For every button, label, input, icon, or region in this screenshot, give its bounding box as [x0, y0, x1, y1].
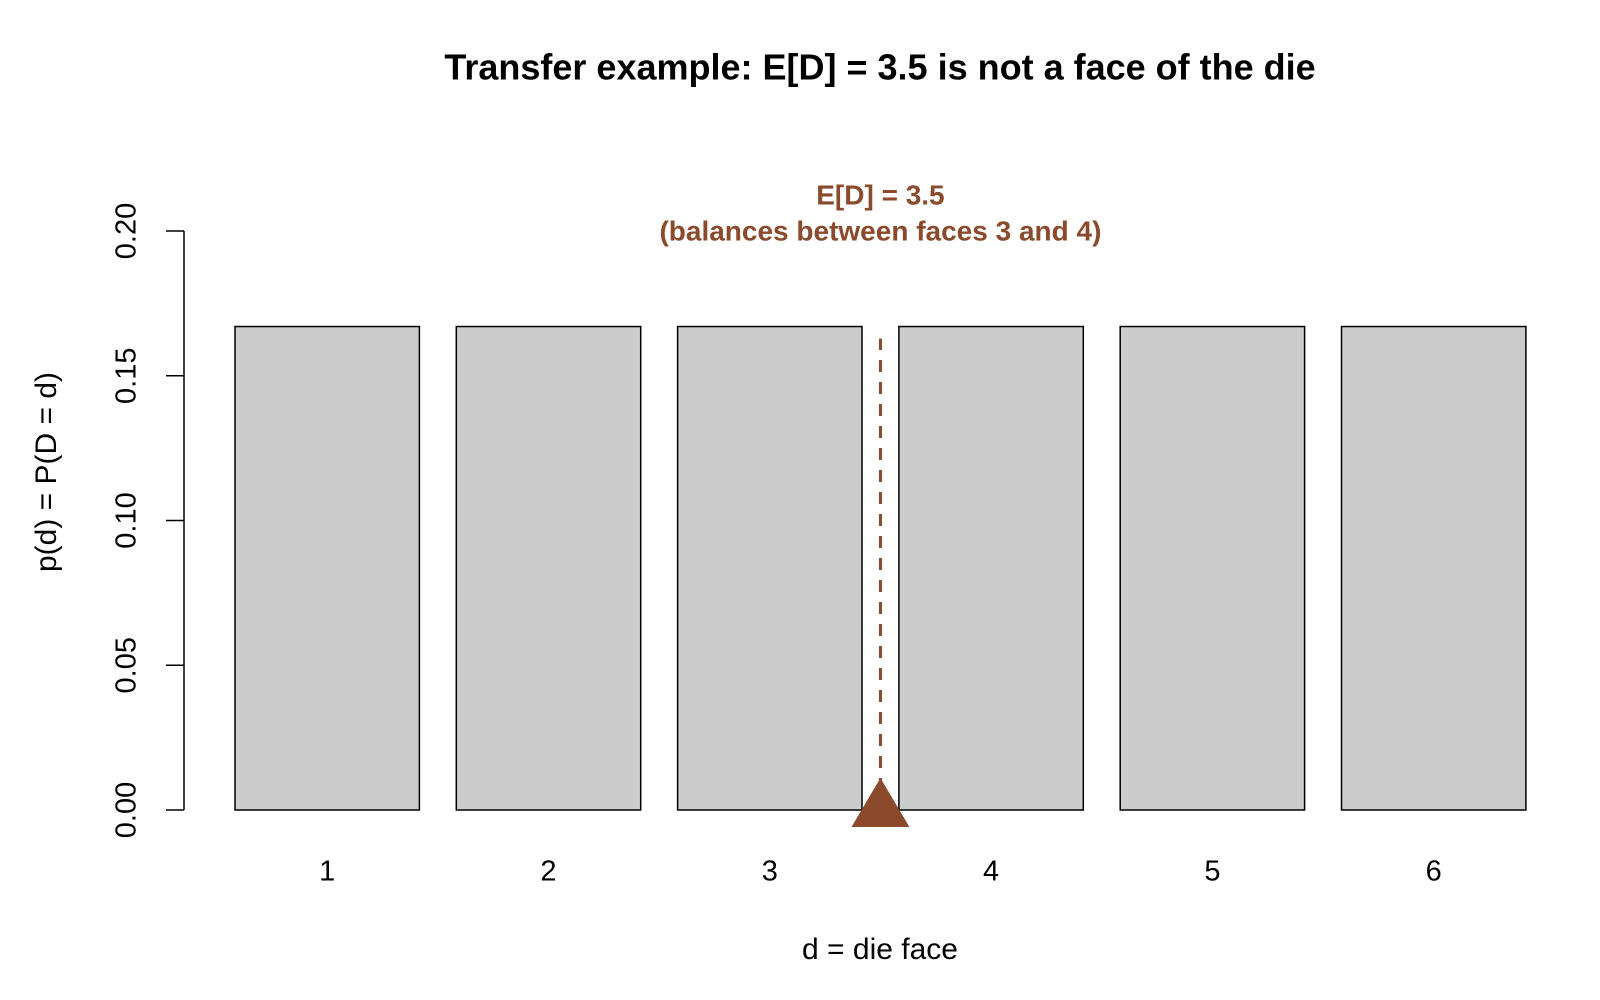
y-tick-label: 0.20 [111, 203, 143, 259]
x-tick-label: 1 [319, 856, 335, 888]
x-tick-label: 3 [762, 856, 778, 888]
bar [1119, 325, 1306, 811]
bar [1340, 325, 1527, 811]
y-tick-label: 0.05 [111, 637, 143, 693]
mean-marker [851, 778, 910, 827]
annotation: E[D] = 3.5 [816, 179, 944, 210]
bar [455, 325, 642, 811]
bar [676, 325, 863, 811]
x-tick-label: 2 [540, 856, 556, 888]
x-axis-label: d = die face [802, 933, 958, 966]
annotation: (balances between faces 3 and 4) [659, 215, 1101, 246]
bar [898, 325, 1085, 811]
x-tick-label: 5 [1204, 856, 1220, 888]
y-tick-label: 0.10 [111, 492, 143, 548]
x-tick-label: 4 [983, 856, 999, 888]
y-tick-label: 0.00 [111, 782, 143, 838]
chart-title: Transfer example: E[D] = 3.5 is not a fa… [444, 47, 1315, 88]
x-tick-label: 6 [1426, 856, 1442, 888]
y-axis-label: p(d) = P(D = d) [30, 372, 63, 572]
y-tick-label: 0.15 [111, 348, 143, 404]
bar [234, 325, 421, 811]
